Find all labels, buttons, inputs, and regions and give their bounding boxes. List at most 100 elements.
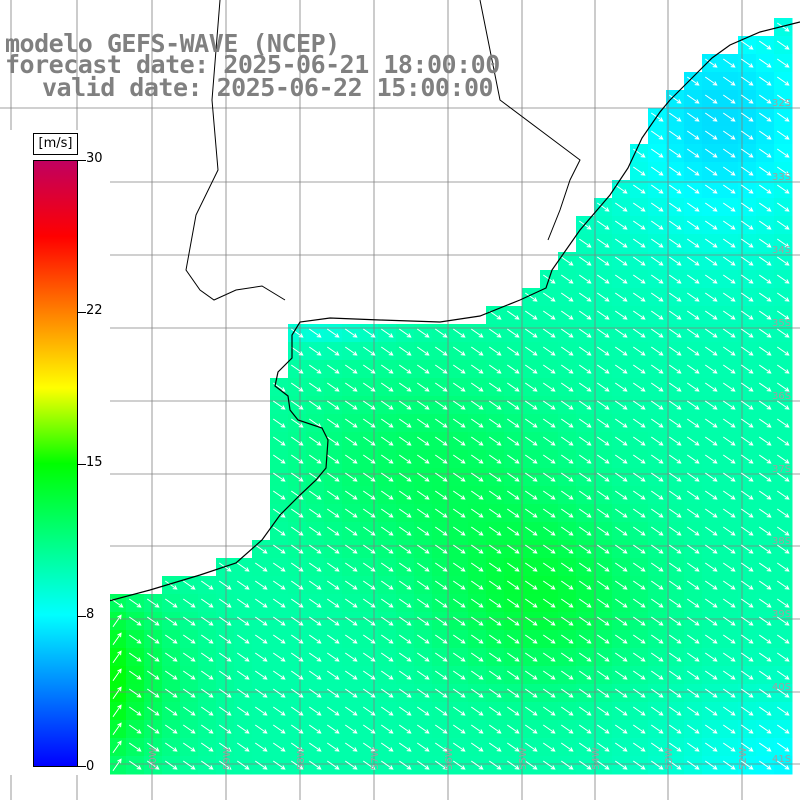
wind-arrow <box>578 382 592 392</box>
wind-arrow <box>776 580 790 590</box>
wind-arrow <box>614 364 628 374</box>
wind-arrow <box>596 562 610 572</box>
wind-arrow <box>542 454 556 464</box>
wind-arrow <box>344 760 358 770</box>
wind-arrow <box>146 760 160 770</box>
wind-arrow <box>632 688 646 698</box>
wind-arrow <box>722 634 736 644</box>
wind-arrow <box>596 670 610 680</box>
wind-arrow <box>596 472 610 482</box>
wind-arrow <box>722 652 736 662</box>
wind-arrow <box>596 616 610 626</box>
wind-arrow <box>776 760 790 770</box>
wind-arrow <box>506 346 520 356</box>
wind-arrow <box>704 490 718 500</box>
wind-arrow <box>578 490 592 500</box>
wind-arrow <box>236 652 250 662</box>
wind-arrow <box>452 742 466 752</box>
wind-arrow <box>398 346 412 356</box>
wind-arrow <box>668 616 682 626</box>
wind-arrow <box>650 130 664 140</box>
wind-arrow <box>632 652 646 662</box>
wind-arrow <box>578 508 592 518</box>
wind-arrow <box>434 364 448 374</box>
wind-arrow <box>776 490 790 500</box>
wind-arrow <box>542 706 556 716</box>
wind-arrow <box>254 724 268 734</box>
wind-arrow <box>272 580 286 590</box>
wind-arrow <box>632 598 646 608</box>
wind-arrow <box>290 652 304 662</box>
wind-arrow <box>650 256 664 266</box>
wind-arrow <box>380 418 394 428</box>
wind-arrow <box>164 688 178 698</box>
wind-arrow <box>722 202 736 212</box>
wind-arrow <box>524 328 538 338</box>
wind-arrow <box>578 544 592 554</box>
wind-speed-field <box>0 18 793 775</box>
wind-arrow <box>452 364 466 374</box>
wind-arrow <box>218 742 232 752</box>
wind-arrow <box>578 724 592 734</box>
wind-arrow <box>272 490 286 500</box>
latitude-label: 40S <box>772 682 791 693</box>
wind-arrow <box>650 148 664 158</box>
wind-arrow <box>326 688 340 698</box>
wind-arrow <box>344 472 358 482</box>
wind-arrow <box>740 544 754 554</box>
wind-arrow <box>632 238 646 248</box>
wind-arrow <box>182 634 196 644</box>
wind-arrow <box>632 544 646 554</box>
wind-arrow <box>164 616 178 626</box>
wind-arrow <box>452 688 466 698</box>
wind-arrow <box>524 526 538 536</box>
wind-arrow <box>614 724 628 734</box>
wind-arrow <box>326 742 340 752</box>
wind-arrow <box>326 760 340 770</box>
wind-arrow <box>380 580 394 590</box>
wind-arrow <box>758 544 772 554</box>
wind-arrow <box>524 670 538 680</box>
wind-arrow <box>380 454 394 464</box>
wind-arrow <box>596 328 610 338</box>
wind-arrow <box>380 616 394 626</box>
wind-arrow <box>434 400 448 410</box>
wind-arrow <box>758 760 772 770</box>
wind-arrow <box>650 688 664 698</box>
wind-arrow <box>686 238 700 248</box>
wind-arrow <box>182 580 196 590</box>
wind-arrow <box>344 652 358 662</box>
wind-arrow <box>362 580 376 590</box>
wind-arrow <box>506 418 520 428</box>
wind-arrow <box>650 418 664 428</box>
wind-arrow <box>650 292 664 302</box>
wind-arrow <box>560 328 574 338</box>
wind-arrow <box>506 490 520 500</box>
wind-arrow <box>362 760 376 770</box>
wind-arrow <box>686 400 700 410</box>
wind-arrow <box>434 454 448 464</box>
wind-arrow <box>776 274 790 284</box>
wind-arrow <box>560 364 574 374</box>
wind-arrow <box>632 490 646 500</box>
wind-arrow <box>434 724 448 734</box>
wind-arrow <box>434 382 448 392</box>
wind-arrow <box>290 580 304 590</box>
wind-arrow <box>128 634 142 644</box>
wind-arrow <box>740 58 754 68</box>
wind-arrow <box>542 652 556 662</box>
wind-arrow <box>740 760 754 770</box>
wind-arrow <box>740 328 754 338</box>
wind-arrow <box>632 454 646 464</box>
wind-arrow <box>632 724 646 734</box>
wind-arrow <box>452 328 466 338</box>
wind-arrow <box>488 616 502 626</box>
wind-arrow <box>398 490 412 500</box>
wind-arrow <box>362 724 376 734</box>
wind-arrow <box>416 436 430 446</box>
wind-arrow <box>704 418 718 428</box>
wind-arrow <box>578 652 592 662</box>
wind-arrow <box>758 580 772 590</box>
wind-arrow <box>686 166 700 176</box>
wind-arrow <box>632 148 646 158</box>
